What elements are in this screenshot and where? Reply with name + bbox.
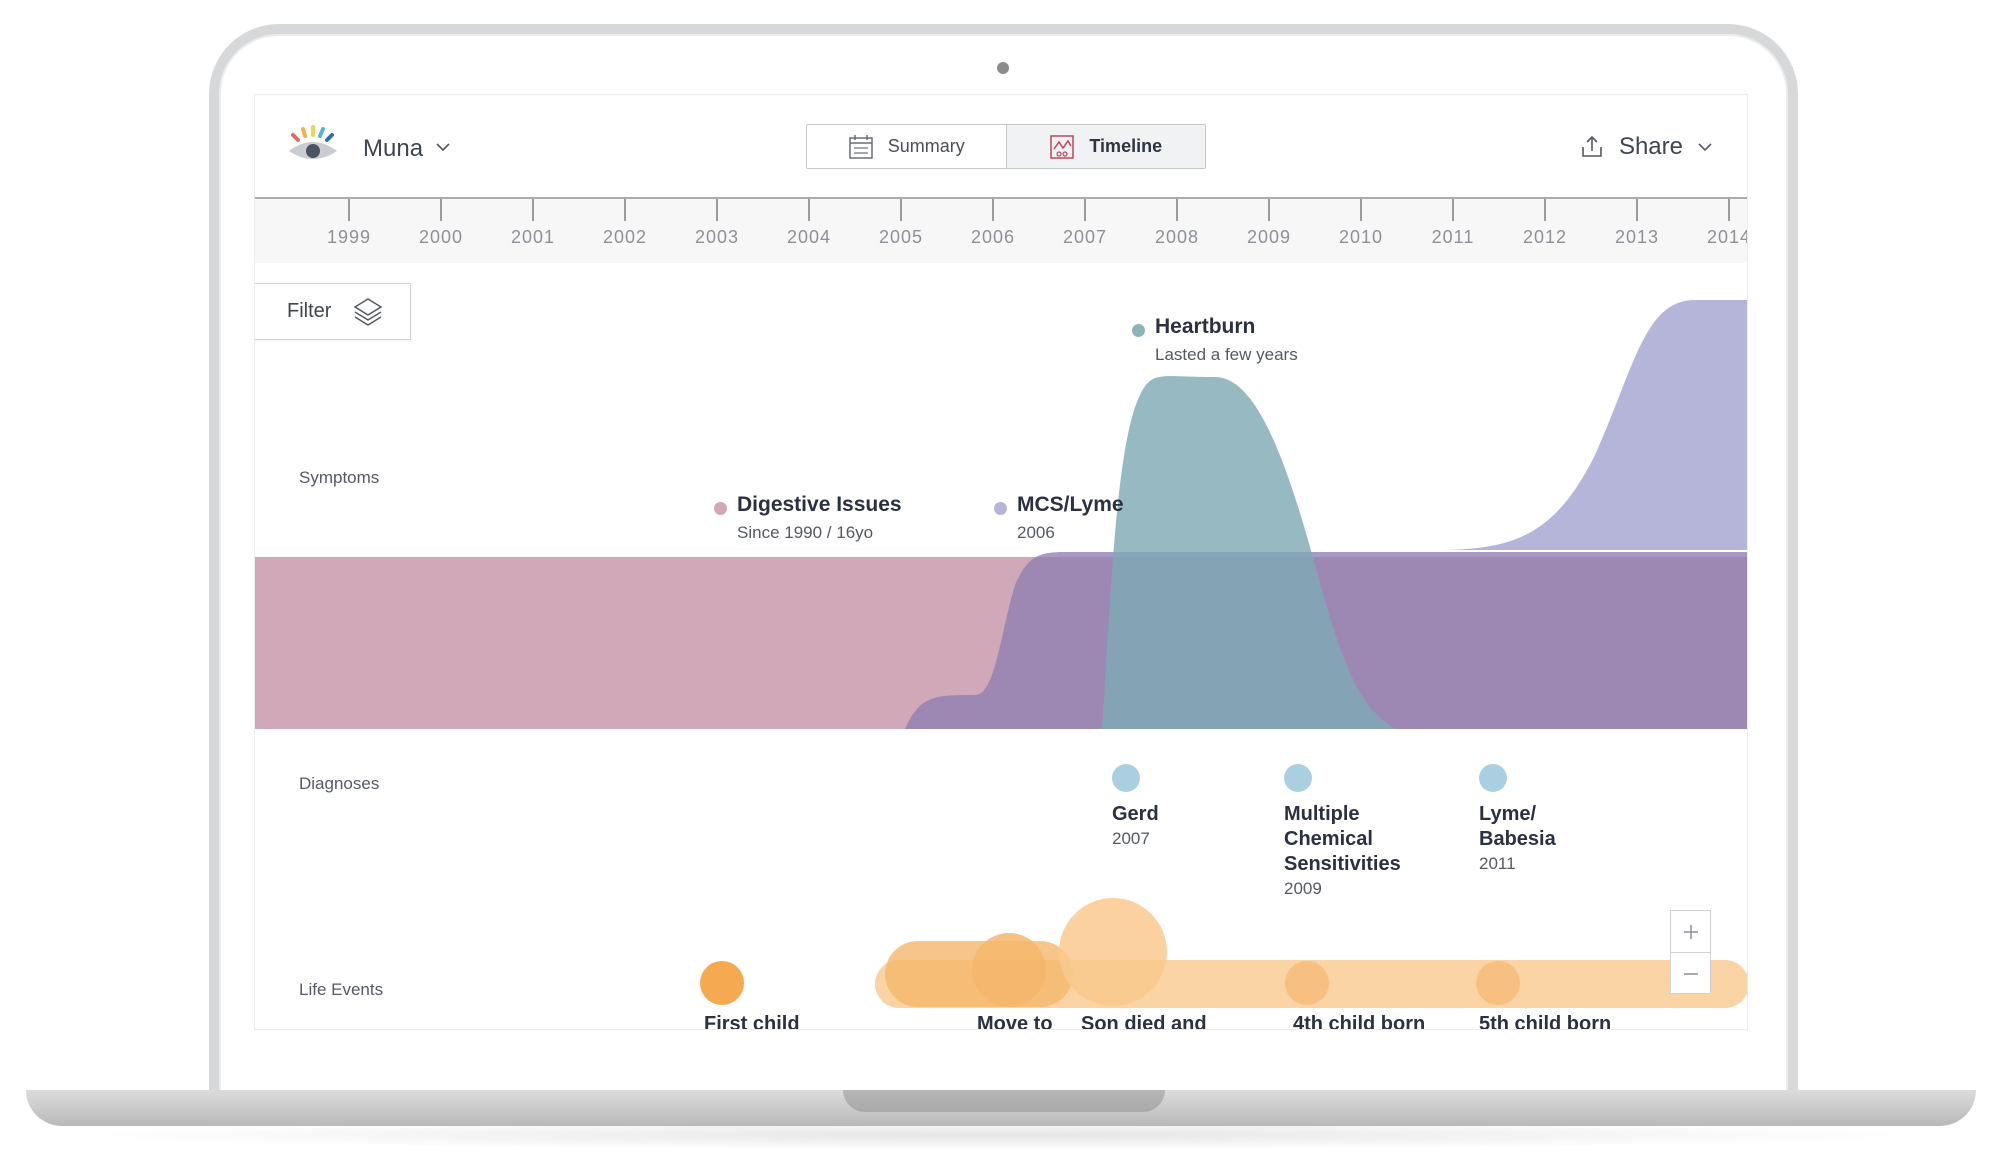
view-toggle: Summary Timeline: [806, 124, 1206, 169]
event-bubble-5th-child: [1476, 961, 1520, 1005]
user-name[interactable]: Muna: [363, 135, 424, 162]
year-label: 2002: [602, 227, 648, 247]
heartburn-area: [1102, 376, 1395, 729]
zoom-out-button[interactable]: [1671, 953, 1710, 994]
upload-icon: [1582, 135, 1602, 157]
year-label: 2012: [1522, 227, 1568, 247]
symptom-name: Heartburn: [1155, 315, 1256, 338]
chevron-down-icon: [1698, 143, 1712, 152]
event-label-son-died[interactable]: Son died and: [1081, 1013, 1207, 1030]
year-label: 2003: [694, 227, 740, 247]
tab-timeline[interactable]: Timeline: [1005, 125, 1205, 168]
diagnosis-mcs[interactable]: Multiple Chemical Sensitivities 2009: [1284, 764, 1414, 899]
year-label: 2011: [1431, 227, 1475, 247]
row-label-symptoms: Symptoms: [299, 468, 380, 487]
share-label: Share: [1618, 133, 1683, 160]
symptom-detail: 2006: [1017, 523, 1055, 542]
filter-label: Filter: [287, 300, 332, 322]
diagnosis-gerd[interactable]: Gerd 2007: [1112, 764, 1159, 849]
event-label-move[interactable]: Move to: [977, 1013, 1053, 1030]
symptom-name: Digestive Issues: [737, 493, 902, 516]
diagnosis-dot: [1284, 764, 1312, 792]
diagnosis-year: 2007: [1112, 829, 1150, 848]
chart-icon: [1050, 134, 1075, 159]
year-label: 2014: [1706, 227, 1748, 247]
event-label-5th-child[interactable]: 5th child born: [1479, 1013, 1612, 1030]
year-label: 2010: [1338, 227, 1384, 247]
layers-icon: [354, 297, 383, 326]
top-bar: Muna Summary: [255, 95, 1747, 197]
year-tick: [716, 199, 718, 221]
year-label: 1999: [326, 227, 372, 247]
year-tick: [624, 199, 626, 221]
year-tick: [1452, 199, 1454, 221]
year-label: 2005: [878, 227, 924, 247]
diagnosis-dot: [1479, 764, 1507, 792]
diagnosis-name: Multiple Chemical Sensitivities: [1284, 803, 1401, 875]
camera-dot: [997, 62, 1009, 74]
laptop-notch: [843, 1090, 1165, 1112]
event-bubble-move: [972, 933, 1046, 1007]
filter-button[interactable]: Filter: [255, 283, 411, 340]
year-label: 2013: [1614, 227, 1660, 247]
year-tick: [1360, 199, 1362, 221]
tab-timeline-label: Timeline: [1089, 136, 1163, 156]
event-label-first-child[interactable]: First child: [704, 1013, 800, 1030]
eye-logo-icon: [289, 125, 337, 159]
year-tick: [1728, 199, 1730, 221]
diagnosis-lyme[interactable]: Lyme/ Babesia 2011: [1479, 764, 1569, 874]
mcs-lyme-upper-area: [1005, 300, 1747, 550]
chevron-down-icon[interactable]: [435, 139, 451, 155]
diagnosis-name: Lyme/ Babesia: [1479, 803, 1556, 850]
event-bubble-4th-child: [1285, 961, 1329, 1005]
event-bubble-son: [1059, 898, 1167, 1006]
legend-dot: [1132, 324, 1145, 337]
symptom-detail: Lasted a few years: [1155, 345, 1298, 364]
tab-summary-label: Summary: [887, 136, 965, 156]
app-screen: Muna Summary: [254, 94, 1748, 1030]
diagnosis-year: 2011: [1479, 854, 1516, 873]
diagnosis-year: 2009: [1284, 879, 1322, 898]
year-label: 2001: [510, 227, 556, 247]
year-tick: [1084, 199, 1086, 221]
year-label: 2000: [418, 227, 464, 247]
year-tick: [1268, 199, 1270, 221]
zoom-controls: [1670, 910, 1711, 994]
year-axis[interactable]: 1999 2000 2001 2002 2003 2004 2005 2006 2007 2008…: [255, 197, 1747, 263]
diagnosis-dot: [1112, 764, 1140, 792]
legend-dot: [714, 502, 727, 515]
year-tick: [348, 199, 350, 221]
tab-summary[interactable]: Summary: [807, 125, 1006, 168]
year-tick: [1636, 199, 1638, 221]
event-label-4th-child[interactable]: 4th child born: [1293, 1013, 1426, 1030]
plus-icon: [1683, 924, 1698, 939]
year-label: 2007: [1062, 227, 1108, 247]
calendar-icon: [848, 134, 873, 159]
year-tick: [1544, 199, 1546, 221]
share-button[interactable]: Share: [1579, 133, 1713, 161]
year-tick: [808, 199, 810, 221]
year-label: 2006: [970, 227, 1016, 247]
symptom-streams: [255, 300, 1747, 1008]
event-bubble-first-child: [700, 961, 744, 1005]
year-tick: [1176, 199, 1178, 221]
year-label: 2008: [1154, 227, 1200, 247]
row-label-life-events: Life Events: [299, 980, 384, 999]
legend-dot: [994, 502, 1007, 515]
year-tick: [532, 199, 534, 221]
diagnosis-name: Gerd: [1112, 803, 1159, 825]
minus-icon: [1683, 972, 1698, 975]
year-label: 2004: [786, 227, 832, 247]
symptom-detail: Since 1990 / 16yo: [737, 523, 874, 542]
year-tick: [440, 199, 442, 221]
symptom-name: MCS/Lyme: [1017, 493, 1124, 516]
row-label-diagnoses: Diagnoses: [299, 774, 380, 793]
year-tick: [992, 199, 994, 221]
year-tick: [900, 199, 902, 221]
year-label: 2009: [1246, 227, 1292, 247]
zoom-in-button[interactable]: [1671, 911, 1710, 953]
